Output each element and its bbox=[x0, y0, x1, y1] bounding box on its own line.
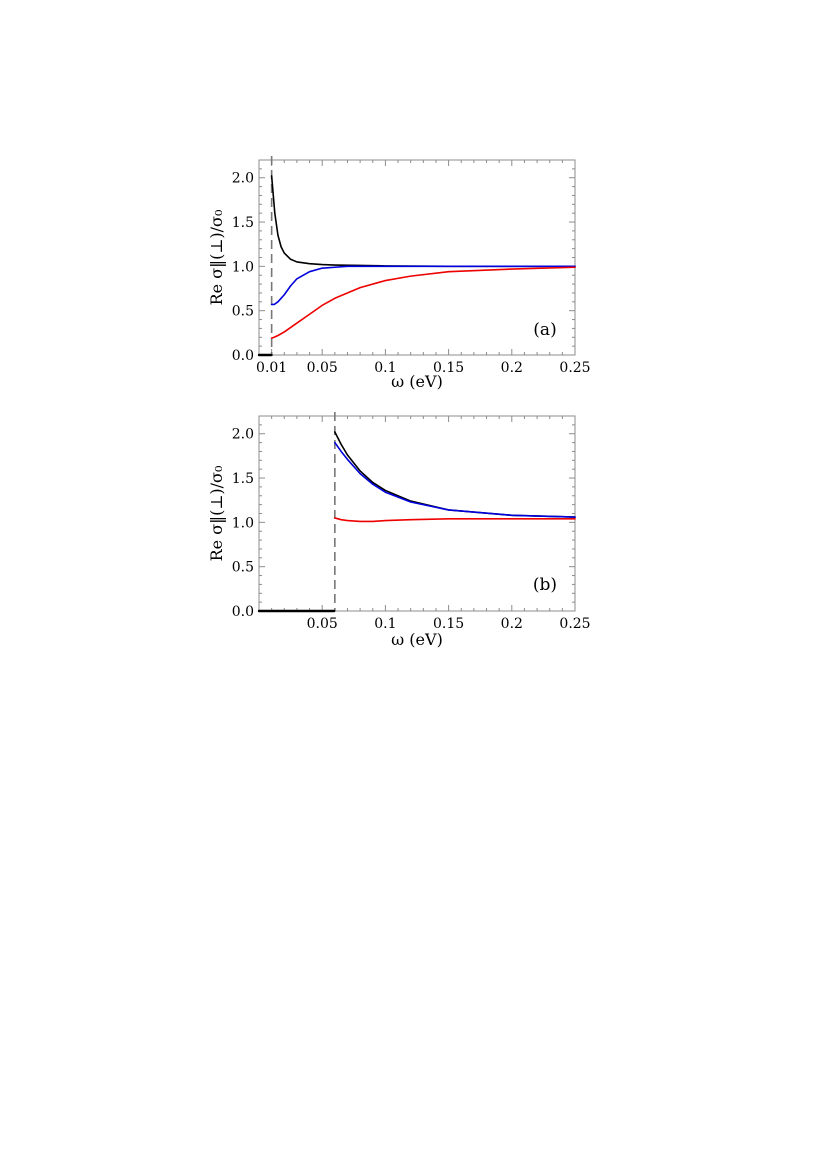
y-axis-label: Re σ‖(⊥)/σ₀ bbox=[207, 210, 226, 306]
chart-a-svg: 0.01 0.05 0.1 0.15 0.2 0.25 0.0 0.5 1.0 1.5 2.0 (a)… bbox=[207, 156, 591, 391]
panel-label: (b) bbox=[533, 575, 557, 595]
series-line-b-2 bbox=[334, 441, 576, 518]
y-axis-label: Re σ‖(⊥)/σ₀ bbox=[207, 466, 226, 562]
y-tick-label: 1.0 bbox=[232, 259, 254, 275]
series-line-b-3 bbox=[334, 517, 576, 523]
series-line-a-3 bbox=[270, 266, 576, 339]
x-tick-label: 0.1 bbox=[374, 360, 396, 376]
plot-frame bbox=[258, 159, 576, 356]
y-tick-label: 0.5 bbox=[232, 304, 254, 320]
plot-frame bbox=[258, 415, 576, 612]
chart-panel-b: 0.05 0.1 0.15 0.2 0.25 0.0 0.5 1.0 1.5 2.0 (b) ω (e… bbox=[0, 405, 828, 660]
x-axis-label: ω (eV) bbox=[391, 372, 443, 391]
y-tick-label: 0.0 bbox=[232, 348, 254, 364]
panel-label: (a) bbox=[533, 320, 556, 340]
x-tick-label: 0.01 bbox=[256, 360, 287, 376]
x-tick-label: 0.2 bbox=[501, 360, 523, 376]
x-tick-label: 0.25 bbox=[559, 616, 590, 632]
y-tick-label: 0.5 bbox=[232, 560, 254, 576]
x-tick-label: 0.15 bbox=[433, 360, 464, 376]
x-axis-label: ω (eV) bbox=[391, 630, 443, 649]
y-tick-label: 2.0 bbox=[232, 427, 254, 443]
x-tick-label: 0.15 bbox=[433, 616, 464, 632]
chart-b-svg: 0.05 0.1 0.15 0.2 0.25 0.0 0.5 1.0 1.5 2.0 (b) ω (e… bbox=[207, 412, 591, 649]
y-tick-label: 2.0 bbox=[232, 171, 254, 187]
y-tick-label: 1.5 bbox=[232, 471, 254, 487]
x-tick-label: 0.05 bbox=[307, 616, 338, 632]
chart-panel-a: 0.01 0.05 0.1 0.15 0.2 0.25 0.0 0.5 1.0 1.5 2.0 (a)… bbox=[0, 150, 828, 400]
x-tick-label: 0.25 bbox=[559, 360, 590, 376]
x-tick-label: 0.05 bbox=[307, 360, 338, 376]
series-line-a-2 bbox=[270, 265, 576, 306]
y-tick-label: 1.5 bbox=[232, 215, 254, 231]
x-tick-label: 0.2 bbox=[501, 616, 523, 632]
y-tick-label: 1.0 bbox=[232, 515, 254, 531]
series-line-a-1 bbox=[270, 175, 576, 268]
y-tick-label: 0.0 bbox=[232, 604, 254, 620]
x-tick-label: 0.1 bbox=[374, 616, 396, 632]
series-line-b-1 bbox=[334, 431, 576, 518]
